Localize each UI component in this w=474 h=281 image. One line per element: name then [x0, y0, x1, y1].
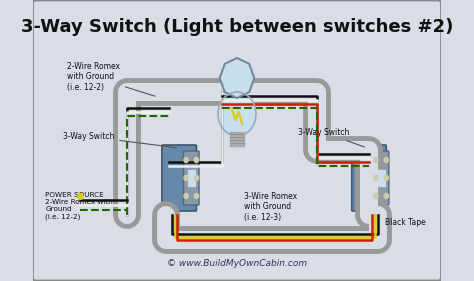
Circle shape	[184, 157, 188, 162]
FancyBboxPatch shape	[33, 0, 441, 281]
FancyBboxPatch shape	[352, 145, 386, 211]
Bar	[230, 132, 244, 146]
Circle shape	[218, 92, 256, 136]
Text: 3-Way Switch: 3-Way Switch	[63, 132, 176, 148]
Circle shape	[194, 157, 199, 162]
Circle shape	[194, 194, 199, 198]
Circle shape	[184, 176, 188, 180]
Circle shape	[384, 157, 388, 162]
Bar	[378, 170, 384, 186]
FancyBboxPatch shape	[374, 151, 389, 205]
Text: 3-Way Switch: 3-Way Switch	[298, 128, 365, 147]
Circle shape	[374, 157, 378, 162]
Text: 3-Way Switch (Light between switches #2): 3-Way Switch (Light between switches #2)	[21, 18, 453, 36]
Text: 2-Wire Romex
with Ground
(i.e. 12-2): 2-Wire Romex with Ground (i.e. 12-2)	[67, 62, 155, 96]
Polygon shape	[220, 58, 254, 98]
Text: Black Tape: Black Tape	[384, 218, 425, 227]
Text: © www.BuildMyOwnCabin.com: © www.BuildMyOwnCabin.com	[167, 259, 307, 268]
Text: POWER SOURCE
2-Wire Romex with
Ground
(i.e. 12-2): POWER SOURCE 2-Wire Romex with Ground (i…	[46, 192, 113, 219]
Circle shape	[374, 194, 378, 198]
FancyBboxPatch shape	[183, 151, 199, 205]
Circle shape	[374, 176, 378, 180]
FancyBboxPatch shape	[162, 145, 196, 211]
Circle shape	[384, 176, 388, 180]
Circle shape	[184, 194, 188, 198]
Text: 3-Wire Romex
with Ground
(i.e. 12-3): 3-Wire Romex with Ground (i.e. 12-3)	[244, 192, 297, 222]
Circle shape	[194, 176, 199, 180]
Circle shape	[384, 194, 388, 198]
Bar	[188, 170, 195, 186]
